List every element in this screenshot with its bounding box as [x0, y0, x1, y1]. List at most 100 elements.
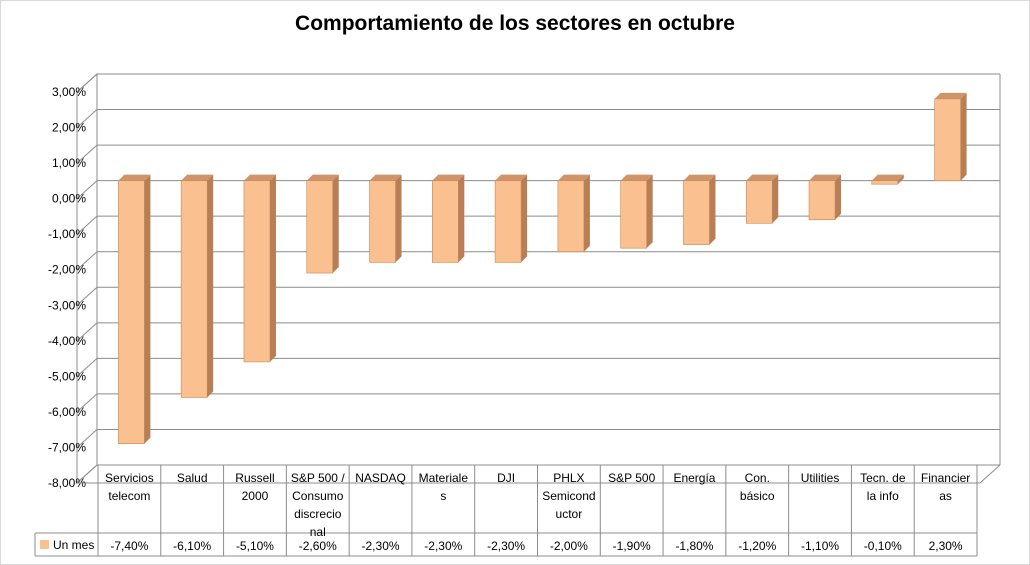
x-tick-label: Materiale: [419, 471, 469, 485]
bar-side: [583, 174, 590, 252]
gridline-depth: [76, 251, 98, 271]
x-tick-label: Energía: [673, 471, 715, 485]
gridline-depth: [76, 393, 98, 413]
y-tick-label: 0,00%: [52, 192, 86, 206]
bar-top: [306, 174, 339, 181]
y-tick-label: -4,00%: [48, 334, 86, 348]
x-tick-label: s: [440, 489, 446, 503]
bar-top: [871, 174, 904, 181]
bar-top: [620, 174, 653, 181]
bar-side: [144, 174, 151, 444]
y-tick-label: -1,00%: [48, 227, 86, 241]
y-tick-label: 2,00%: [52, 121, 86, 135]
bar-top: [746, 174, 779, 181]
x-tick-label: nal: [310, 525, 326, 539]
bar-side: [646, 174, 653, 249]
y-tick-label: -6,00%: [48, 405, 86, 419]
gridline-depth: [76, 357, 98, 377]
x-tick-label: básico: [740, 489, 775, 503]
data-value-label: -2,30%: [362, 539, 400, 553]
x-tick-label: as: [939, 489, 952, 503]
data-value-label: 2,30%: [929, 539, 963, 553]
bar: [494, 180, 522, 263]
data-value-label: -1,90%: [613, 539, 651, 553]
bar: [180, 180, 208, 398]
legend-swatch: [40, 540, 49, 549]
bar-side: [458, 174, 465, 263]
data-value-label: -1,20%: [738, 539, 776, 553]
y-tick-label: -3,00%: [48, 298, 86, 312]
bar: [745, 180, 773, 224]
y-tick-label: -7,00%: [48, 440, 86, 454]
x-tick-label: Servicios: [105, 471, 154, 485]
gridline-depth: [76, 73, 98, 93]
bar: [432, 180, 459, 263]
bar-top: [181, 174, 214, 181]
bar-top: [683, 174, 716, 181]
x-tick-label: NASDAQ: [355, 471, 406, 485]
bar-top: [118, 174, 151, 181]
data-value-label: -2,30%: [487, 539, 525, 553]
x-tick-label: Salud: [177, 471, 208, 485]
bar-side: [772, 174, 779, 224]
data-value-label: -2,60%: [299, 539, 337, 553]
x-tick-label: la info: [867, 489, 899, 503]
bar-top: [809, 174, 842, 181]
bar-side: [332, 174, 339, 274]
y-tick-label: 3,00%: [52, 85, 86, 99]
x-tick-label: Semicond: [542, 489, 595, 503]
bar: [118, 180, 145, 444]
bar: [683, 180, 710, 245]
bar-top: [243, 174, 276, 181]
bar-side: [960, 92, 967, 181]
data-value-label: -5,10%: [236, 539, 274, 553]
bar: [306, 180, 334, 274]
back-wall: [97, 74, 1000, 465]
y-tick-label: -5,00%: [48, 369, 86, 383]
bar-side: [897, 174, 904, 185]
gridline-depth: [76, 322, 98, 342]
y-tick-label: -8,00%: [48, 476, 86, 490]
gridline-depth: [76, 286, 98, 306]
bar: [243, 180, 271, 363]
y-tick-label: -2,00%: [48, 263, 86, 277]
data-value-label: -1,10%: [801, 539, 839, 553]
y-tick-label: 1,00%: [52, 156, 86, 170]
bar: [871, 180, 899, 185]
data-value-label: -0,10%: [864, 539, 902, 553]
gridline-depth: [76, 180, 98, 200]
bar: [557, 180, 585, 253]
bar-side: [709, 174, 716, 245]
x-tick-label: uctor: [556, 507, 583, 521]
x-tick-label: Tecn. de: [860, 471, 906, 485]
x-tick-label: Financier: [921, 471, 970, 485]
x-tick-label: PHLX: [553, 471, 584, 485]
bar: [934, 98, 961, 181]
chart-title: Comportamiento de los sectores en octubr…: [295, 12, 735, 35]
bar-top: [432, 174, 465, 181]
floor-edge-right: [979, 464, 1001, 484]
x-tick-label: 2000: [242, 489, 269, 503]
x-tick-label: telecom: [108, 489, 150, 503]
bar-top: [495, 174, 528, 181]
x-tick-label: S&P 500 /: [291, 471, 345, 485]
gridline-depth: [76, 464, 98, 484]
x-tick-label: Con.: [745, 471, 770, 485]
bar-side: [269, 174, 276, 362]
x-tick-label: Russell: [235, 471, 274, 485]
gridline-depth: [76, 144, 98, 164]
gridline-depth: [76, 109, 98, 128]
bar-top: [557, 174, 590, 181]
legend-label: Un mes: [53, 538, 94, 552]
gridline-depth: [76, 215, 98, 235]
x-tick-label: Utilities: [801, 471, 840, 485]
bar: [620, 180, 647, 249]
data-value-label: -2,30%: [424, 539, 462, 553]
bar-top: [369, 174, 402, 181]
gridline-depth: [76, 429, 98, 448]
data-value-label: -7,40%: [110, 539, 148, 553]
bar-side: [835, 174, 842, 220]
x-tick-label: S&P 500: [608, 471, 655, 485]
data-value-label: -6,10%: [173, 539, 211, 553]
